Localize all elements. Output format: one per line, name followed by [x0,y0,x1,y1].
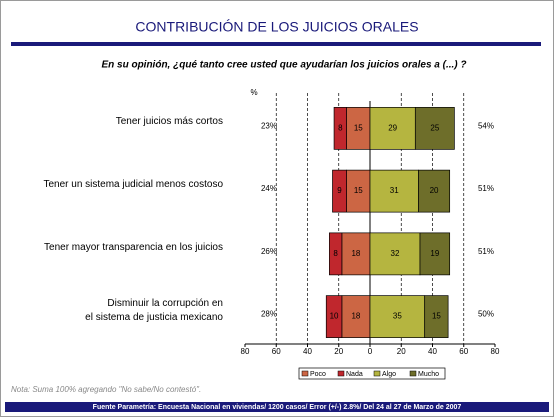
bar-segment [369,295,426,338]
legend-swatch [373,370,381,377]
subtitle: En su opinión, ¿qué tanto cree usted que… [101,60,466,71]
x-tick-label: 40 [303,347,312,356]
legend-label: Algo [382,371,396,378]
source: Fuente Parametría: Encuesta Nacional en … [93,404,462,411]
x-tick-label: 60 [459,347,468,356]
x-tick-label: 80 [491,347,500,356]
legend-swatch [409,370,417,377]
left-total: 28% [261,310,277,319]
segment-label: 32 [391,249,400,258]
segment-label: 35 [393,312,402,321]
legend-swatch [301,370,309,377]
bar-segment [325,295,343,338]
bar-segment [369,232,421,276]
bar-segment [419,232,451,276]
x-tick-label: 20 [397,347,406,356]
right-total: 51% [478,247,494,256]
bar-segment [369,107,416,150]
bar-segment [329,232,343,276]
segment-label: 10 [330,312,339,321]
left-total: 23% [261,121,277,130]
legend-label: Nada [346,371,363,378]
x-tick-label: 40 [428,347,437,356]
x-tick-label: 20 [334,347,343,356]
axis-unit: % [250,88,257,97]
footer-bar [5,402,549,412]
category-label: Tener mayor transparencia en los juicios [44,241,223,253]
legend-label: Poco [310,371,326,378]
legend-label: Mucho [418,371,439,378]
segment-label: 19 [430,249,439,258]
segment-label: 20 [430,186,439,195]
note: Nota: Suma 100% agregando "No sabe/No co… [11,385,201,394]
bar-segment [369,169,419,213]
segment-label: 18 [351,312,360,321]
x-tick-label: 0 [368,347,373,356]
right-total: 51% [478,184,494,193]
title-rule [11,42,541,46]
left-total: 24% [261,184,277,193]
x-tick-label: 60 [272,347,281,356]
bar-segment [418,169,451,213]
right-total: 54% [478,121,494,130]
bar-segment [424,295,449,338]
segment-label: 9 [337,186,342,195]
segment-label: 31 [390,186,399,195]
left-total: 26% [261,247,277,256]
bar-segment [414,107,455,150]
segment-label: 25 [430,123,439,132]
category-label: Tener juicios más cortos [115,116,223,128]
legend-box [298,367,446,380]
segment-label: 15 [432,312,441,321]
bar-segment [332,169,347,213]
chart-title: CONTRIBUCIÓN DE LOS JUICIOS ORALES [135,19,418,35]
x-tick-label: 80 [241,347,250,356]
right-total: 50% [478,310,494,319]
category-label: Tener un sistema judicial menos costoso [43,179,223,191]
segment-label: 18 [351,249,360,258]
segment-label: 8 [338,123,343,132]
segment-label: 15 [354,186,363,195]
bar-segment [341,232,371,276]
category-label: Disminuir la corrupción en el sistema de… [85,297,223,323]
segment-label: 29 [388,123,397,132]
legend-swatch [337,370,345,377]
bar-segment [333,107,347,150]
segment-label: 15 [354,123,363,132]
segment-label: 8 [333,249,338,258]
